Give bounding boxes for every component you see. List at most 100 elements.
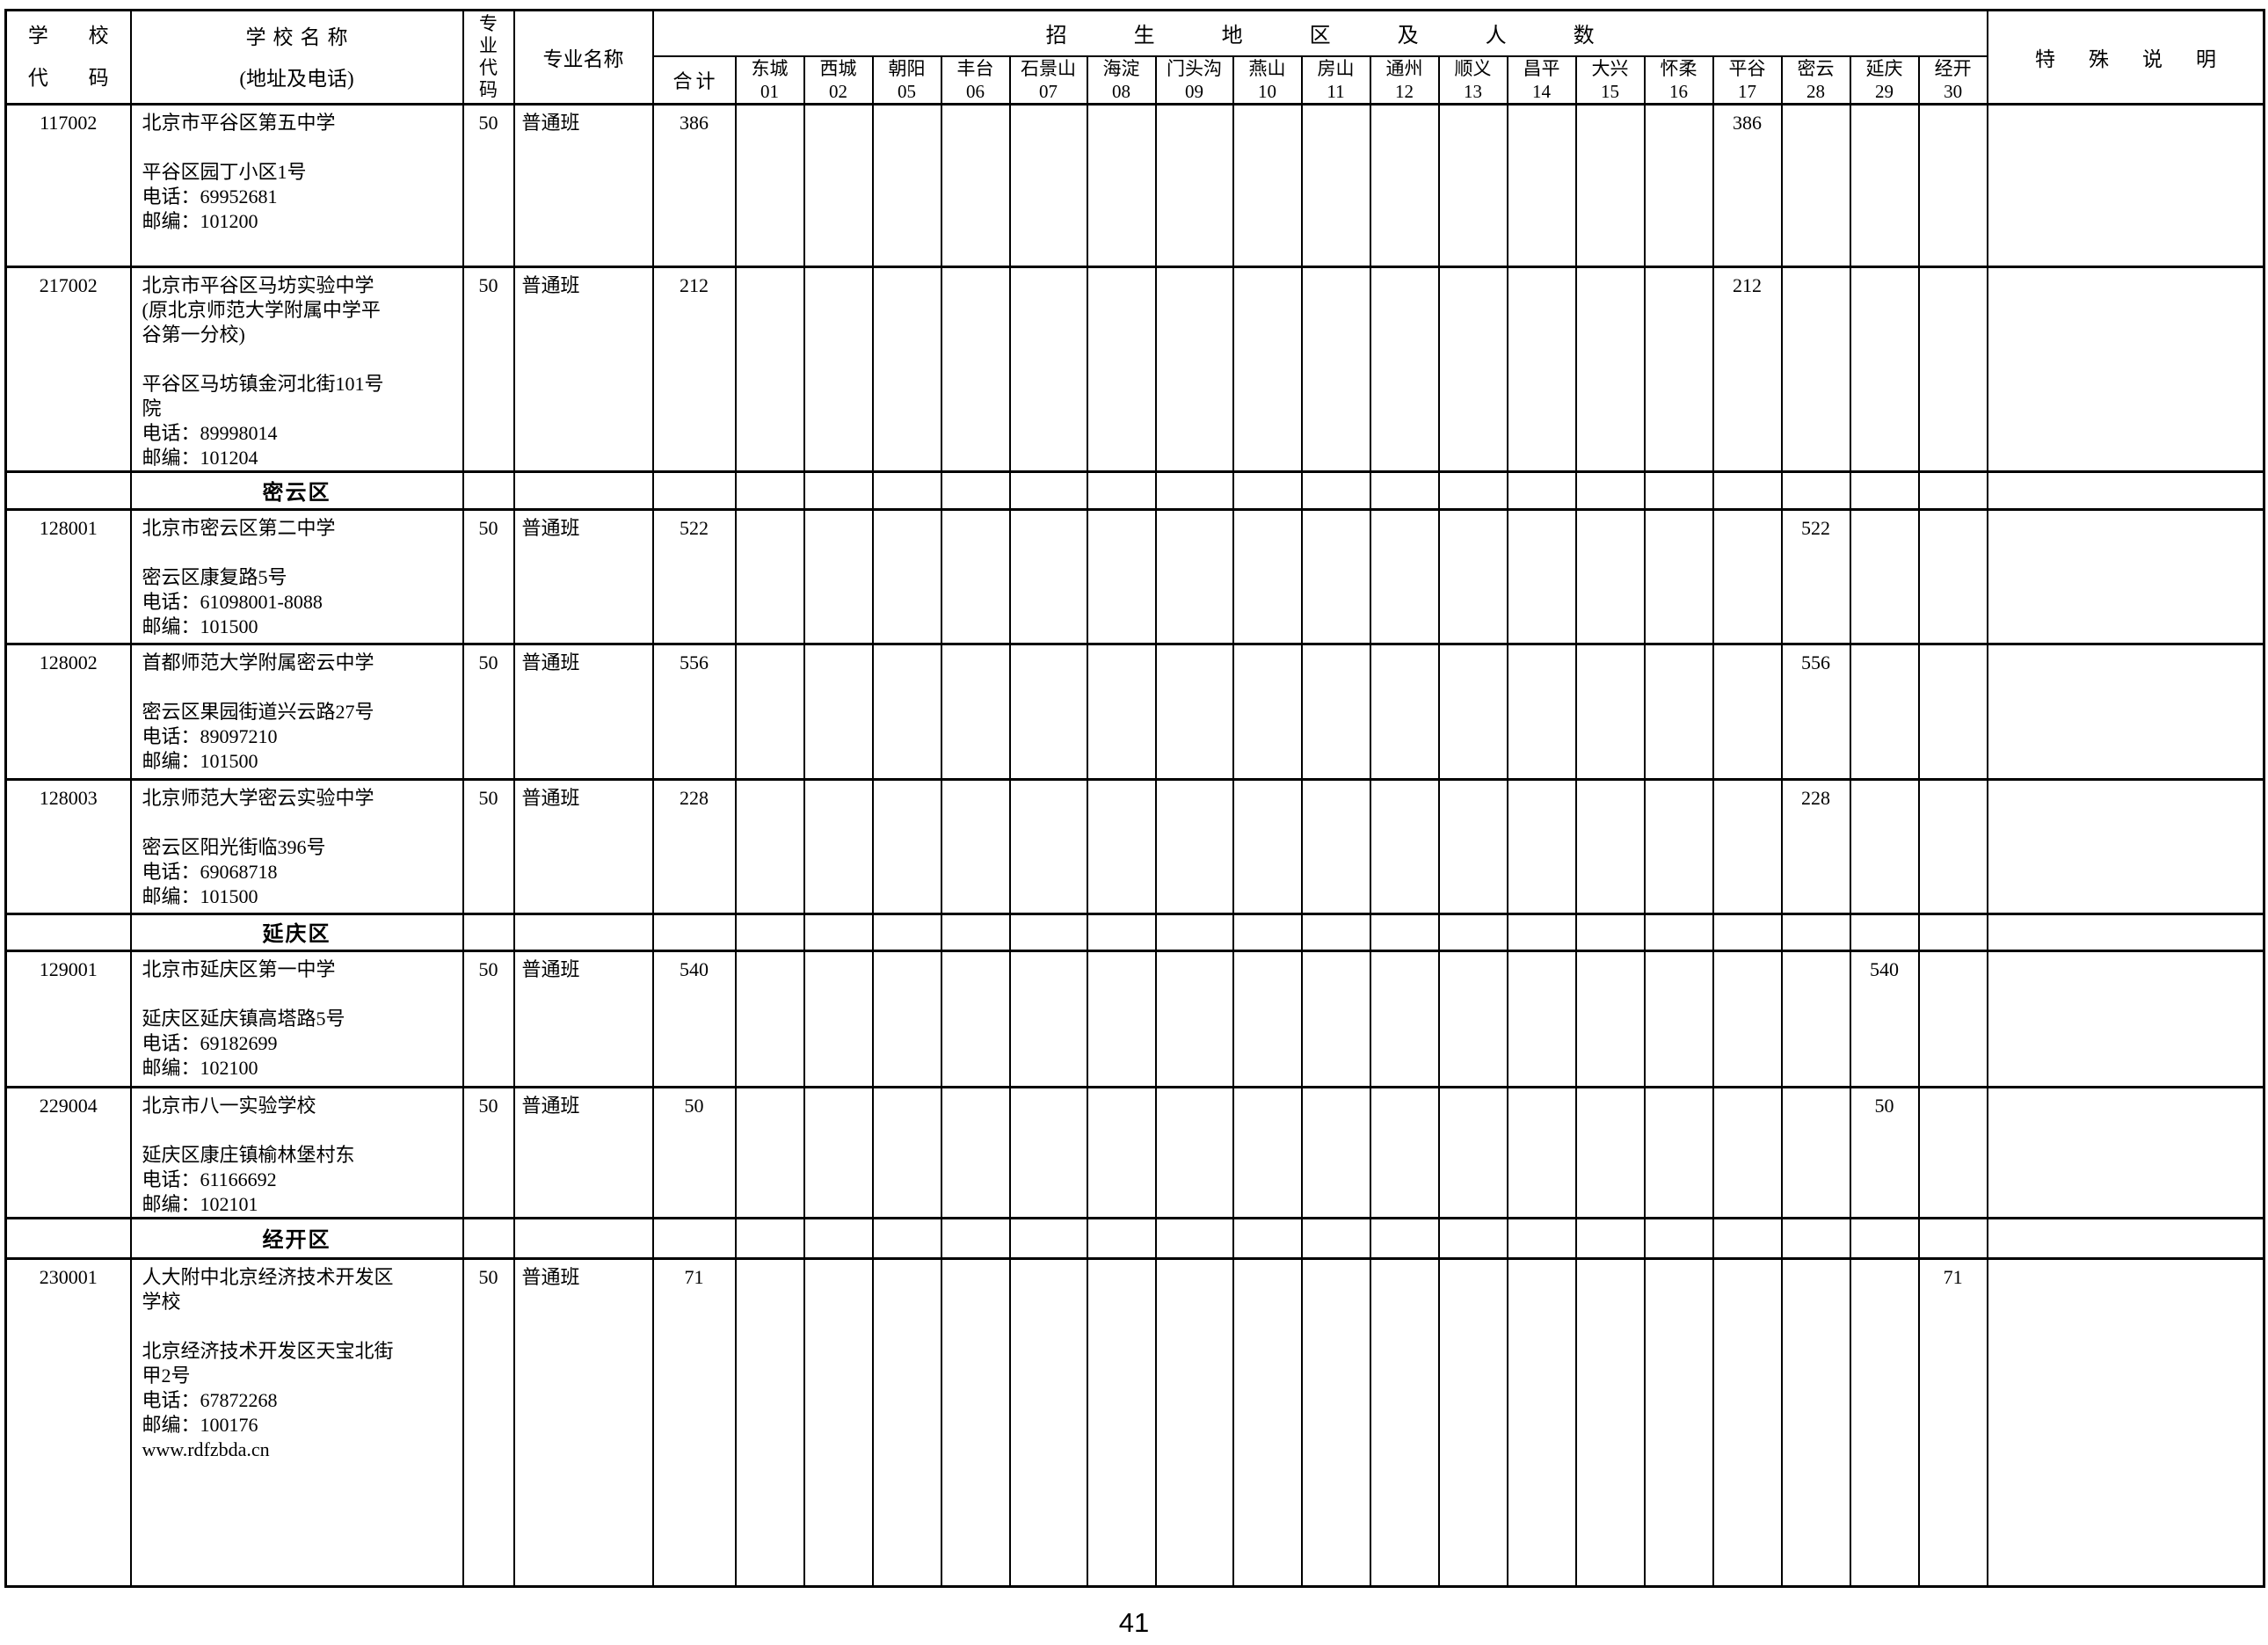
- empty-cell: [651, 469, 737, 511]
- district-enrollment-cell-29: [1849, 265, 1920, 473]
- blank-line: [142, 135, 457, 160]
- admission-plan-table: 学 校代 码 学校名称 (地址及电话) 专业代码专业名称 招生地区及人数 特殊说明 合计 东城…: [4, 9, 2266, 1588]
- school-address-line: 平谷区马坊镇金河北街101号: [142, 372, 384, 395]
- school-phone-line: 电话：61098001-8088: [142, 590, 323, 613]
- district-name: 大兴: [1591, 57, 1629, 79]
- school-phone-line: 电话：69182699: [142, 1031, 278, 1054]
- school-name-line: 北京市平谷区第五中学: [142, 111, 336, 134]
- district-enrollment-cell-28: [1780, 949, 1851, 1088]
- empty-cell: [462, 1216, 515, 1260]
- district-enrollment-cell-09: [1154, 642, 1234, 781]
- empty-cell: [940, 1216, 1011, 1260]
- district-enrollment-cell-17: [1712, 1085, 1783, 1219]
- major-name-cell: 普通班: [512, 1085, 654, 1219]
- empty-cell: [1232, 1216, 1303, 1260]
- special-notes-cell: [1986, 777, 2265, 915]
- district-section-row: 密云区: [4, 469, 2264, 511]
- column-header-district-29: 延庆 29: [1849, 55, 1920, 106]
- empty-cell: [1574, 469, 1646, 511]
- district-name: 丰台: [956, 57, 994, 79]
- major-code-cell: 50: [462, 102, 515, 268]
- blank-line: [142, 675, 457, 700]
- district-enrollment-cell-14: [1506, 777, 1577, 915]
- district-enrollment-cell-29: [1849, 1256, 1920, 1588]
- empty-cell: [1780, 1216, 1851, 1260]
- district-enrollment-cell-15: [1574, 507, 1646, 645]
- district-enrollment-cell-15: [1574, 642, 1646, 781]
- district-enrollment-cell-08: [1086, 1085, 1157, 1219]
- district-enrollment-cell-05: [871, 507, 942, 645]
- school-code-cell: 230001: [4, 1256, 132, 1588]
- district-enrollment-cell-07: [1008, 507, 1088, 645]
- district-enrollment-cell-29: 50: [1849, 1085, 1920, 1219]
- district-enrollment-cell-13: [1437, 777, 1508, 915]
- column-header-district-06: 丰台 06: [940, 55, 1011, 106]
- district-enrollment-cell-08: [1086, 102, 1157, 268]
- district-enrollment-cell-06: [940, 777, 1011, 915]
- school-name-line: (原北京师范大学附属中学平: [142, 298, 381, 321]
- district-enrollment-cell-07: [1008, 949, 1088, 1088]
- district-name: 房山: [1317, 57, 1355, 79]
- major-code-cell: 50: [462, 265, 515, 473]
- school-postal-line: 邮编：101500: [142, 615, 258, 637]
- district-enrollment-cell-06: [940, 1085, 1011, 1219]
- district-enrollment-cell-07: [1008, 265, 1088, 473]
- school-phone-line: 电话：69068718: [142, 860, 278, 883]
- column-header-school-name: 学校名称 (地址及电话): [129, 9, 464, 106]
- district-enrollment-cell-11: [1300, 949, 1371, 1088]
- school-row: 117002 北京市平谷区第五中学 平谷区园丁小区1号 电话：69952681 邮编：1…: [4, 102, 2265, 268]
- special-notes-cell: [1986, 1256, 2265, 1588]
- district-enrollment-cell-14: [1506, 507, 1577, 645]
- district-enrollment-cell-30: [1917, 642, 1988, 781]
- total-enrollment-cell: 50: [651, 1085, 737, 1219]
- school-name-header-line2: (地址及电话): [239, 67, 354, 90]
- empty-cell: [803, 912, 874, 952]
- total-enrollment-cell: 228: [651, 777, 737, 915]
- empty-cell: [871, 1216, 942, 1260]
- empty-cell: [1506, 1216, 1577, 1260]
- district-enrollment-cell-29: [1849, 777, 1920, 915]
- header-row-banner: 学 校代 码 学校名称 (地址及电话) 专业代码专业名称 招生地区及人数 特殊说明: [4, 9, 2265, 106]
- district-enrollment-cell-12: [1369, 1085, 1440, 1219]
- district-enrollment-cell-10: [1232, 1256, 1303, 1588]
- empty-cell: [1574, 1216, 1646, 1260]
- column-header-district-28: 密云 28: [1780, 55, 1851, 106]
- district-enrollment-cell-09: [1154, 507, 1234, 645]
- district-enrollment-cell-08: [1086, 777, 1157, 915]
- major-code-header-char: 专: [479, 12, 498, 34]
- school-postal-line: 邮编：102101: [142, 1192, 258, 1215]
- district-enrollment-cell-06: [940, 1256, 1011, 1588]
- blank-line: [142, 541, 457, 565]
- empty-cell: [1369, 469, 1440, 511]
- column-header-district-02: 西城 02: [803, 55, 874, 106]
- district-enrollment-cell-01: [734, 642, 805, 781]
- district-name: 门头沟: [1167, 57, 1222, 79]
- district-enrollment-cell-09: [1154, 102, 1234, 268]
- district-enrollment-cell-17: [1712, 777, 1783, 915]
- empty-cell: [4, 469, 132, 511]
- district-name: 顺义: [1454, 57, 1492, 79]
- school-postal-line: 邮编：100176: [142, 1413, 258, 1436]
- total-enrollment-cell: 522: [651, 507, 737, 645]
- district-enrollment-cell-30: [1917, 777, 1988, 915]
- district-enrollment-cell-10: [1232, 102, 1303, 268]
- major-name-cell: 普通班: [512, 642, 654, 781]
- major-name-cell: 普通班: [512, 507, 654, 645]
- district-enrollment-cell-05: [871, 1256, 942, 1588]
- district-enrollment-cell-14: [1506, 102, 1577, 268]
- district-enrollment-cell-29: [1849, 642, 1920, 781]
- column-header-district-11: 房山 11: [1300, 55, 1371, 106]
- district-enrollment-cell-13: [1437, 265, 1508, 473]
- total-enrollment-cell: 71: [651, 1256, 737, 1588]
- district-enrollment-cell-29: [1849, 507, 1920, 645]
- major-name-cell: 普通班: [512, 1256, 654, 1588]
- school-row: 128001 北京市密云区第二中学 密云区康复路5号 电话：61098001-8088…: [4, 507, 2265, 645]
- total-enrollment-cell: 556: [651, 642, 737, 781]
- district-enrollment-cell-16: [1643, 949, 1714, 1088]
- district-enrollment-cell-07: [1008, 102, 1088, 268]
- district-enrollment-cell-17: 212: [1712, 265, 1783, 473]
- school-name-address-cell: 北京市平谷区第五中学 平谷区园丁小区1号 电话：69952681 邮编：101200: [129, 102, 464, 268]
- empty-cell: [1849, 469, 1920, 511]
- school-phone-line: 电话：61166692: [142, 1168, 277, 1190]
